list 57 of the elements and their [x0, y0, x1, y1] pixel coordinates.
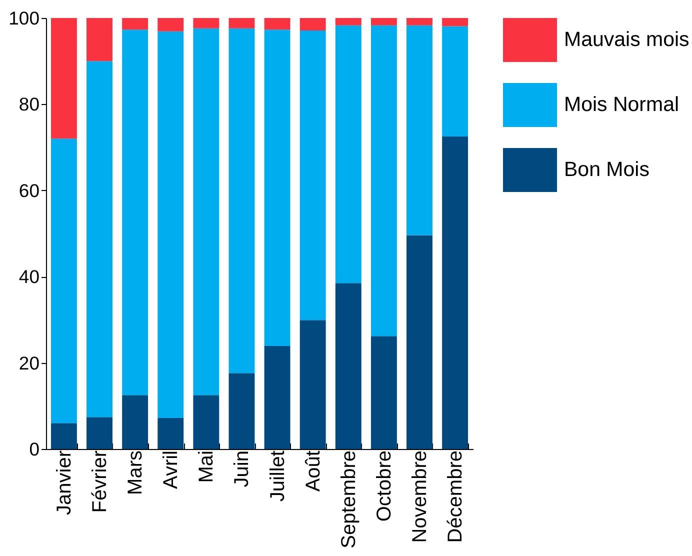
bar — [193, 18, 220, 28]
bar — [406, 235, 432, 449]
x-tick-label: Décembre — [444, 450, 467, 543]
bar — [86, 18, 112, 62]
x-tick-label: Février — [89, 450, 112, 513]
bar — [335, 283, 362, 449]
bar — [264, 18, 290, 30]
bar — [370, 336, 397, 449]
bar — [406, 25, 432, 236]
bar — [228, 18, 255, 28]
bar — [50, 138, 77, 424]
x-tick-label: Mars — [124, 450, 147, 495]
x-tick-label: Août — [302, 450, 324, 492]
bar — [335, 25, 362, 284]
bar — [264, 346, 290, 449]
x-tick-label: Juin — [231, 450, 254, 488]
x-tick-label: Mai — [196, 450, 218, 483]
bar — [300, 18, 326, 30]
bar — [86, 417, 112, 449]
bar — [264, 30, 290, 346]
x-tick-label: Octobre — [373, 450, 396, 522]
bar — [193, 28, 220, 396]
bar — [300, 30, 326, 320]
y-tick-label: 20 — [18, 352, 40, 374]
bar — [193, 395, 220, 449]
bar — [335, 18, 362, 26]
y-tick-label: 100 — [8, 8, 40, 28]
bar — [442, 26, 468, 137]
bar — [442, 18, 468, 26]
y-tick-label: 60 — [18, 180, 40, 201]
x-tick-label: Novembre — [408, 450, 431, 543]
bar — [158, 31, 184, 418]
x-tick-label: Janvier — [53, 450, 76, 515]
bar — [158, 18, 184, 32]
legend-label: Mois Normal — [564, 93, 680, 116]
y-tick-label: 80 — [18, 94, 40, 115]
bar — [442, 136, 468, 449]
bar — [228, 373, 255, 449]
y-tick-label: 40 — [18, 266, 40, 288]
x-tick-label: Juillet — [266, 450, 289, 502]
bar — [122, 18, 148, 30]
bar — [122, 30, 148, 396]
y-tick-label: 0 — [29, 438, 40, 460]
bar — [370, 25, 397, 336]
bar — [50, 423, 77, 449]
bar — [228, 28, 255, 374]
legend-label: Mauvais mois — [564, 28, 690, 51]
bar — [158, 418, 184, 449]
bar — [86, 61, 112, 418]
bar — [300, 320, 326, 449]
legend-label: Bon Mois — [564, 158, 650, 181]
bar — [370, 18, 397, 26]
x-tick-label: Septembre — [338, 450, 360, 548]
bar — [50, 18, 77, 139]
bar — [122, 395, 148, 449]
bar — [406, 18, 432, 26]
x-tick-label: Avril — [160, 450, 182, 490]
